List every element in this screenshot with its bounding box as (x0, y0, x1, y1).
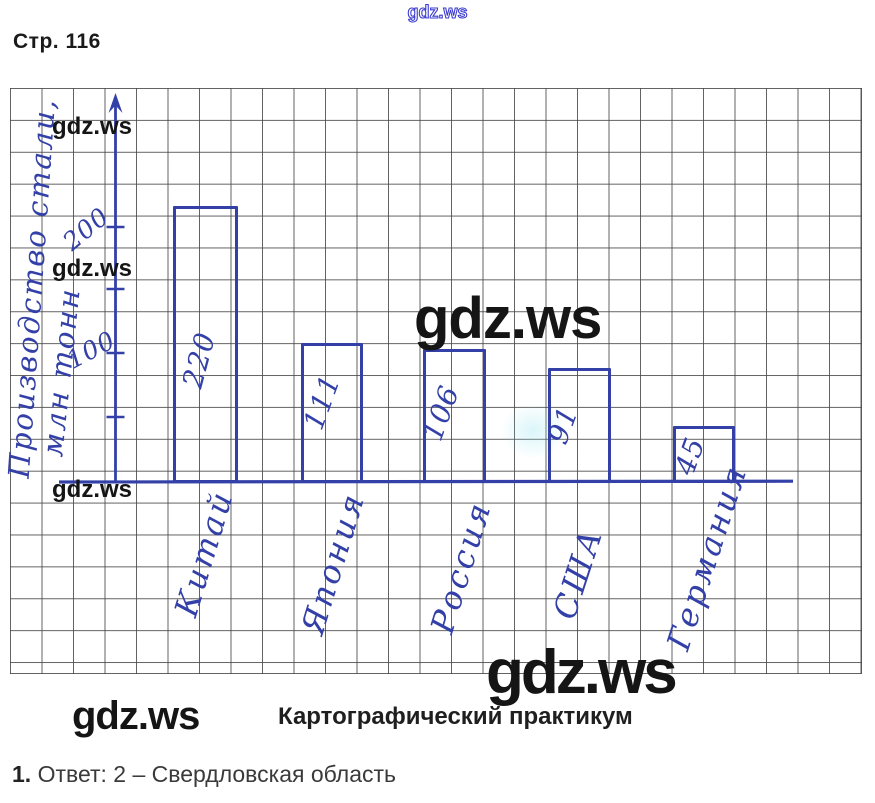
answer-line: 1. Ответ: 2 – Свердловская область (12, 761, 396, 788)
highlighter-smudge (488, 392, 578, 470)
watermark-left-1: gdz.ws (52, 113, 133, 140)
graph-paper-grid (10, 88, 862, 674)
watermark-top: gdz.ws (407, 1, 468, 22)
bar-usa (548, 368, 611, 483)
answer-text: Ответ: 2 – Свердловская область (31, 761, 397, 787)
bar-germany (673, 426, 735, 483)
section-caption: Картографический практикум (278, 703, 633, 730)
answer-number: 1. (12, 761, 32, 787)
watermark-left-3: gdz.ws (52, 476, 133, 503)
watermark-bottom-left: gdz.ws (72, 694, 200, 738)
bar-japan (301, 343, 363, 483)
bar-russia (423, 349, 486, 483)
watermark-left-2: gdz.ws (52, 255, 133, 282)
watermark-center-big: gdz.ws (414, 286, 602, 351)
bar-china (173, 206, 238, 483)
watermark-bottom-big: gdz.ws (486, 638, 678, 707)
page-number-label: Стр. 116 (13, 30, 101, 53)
